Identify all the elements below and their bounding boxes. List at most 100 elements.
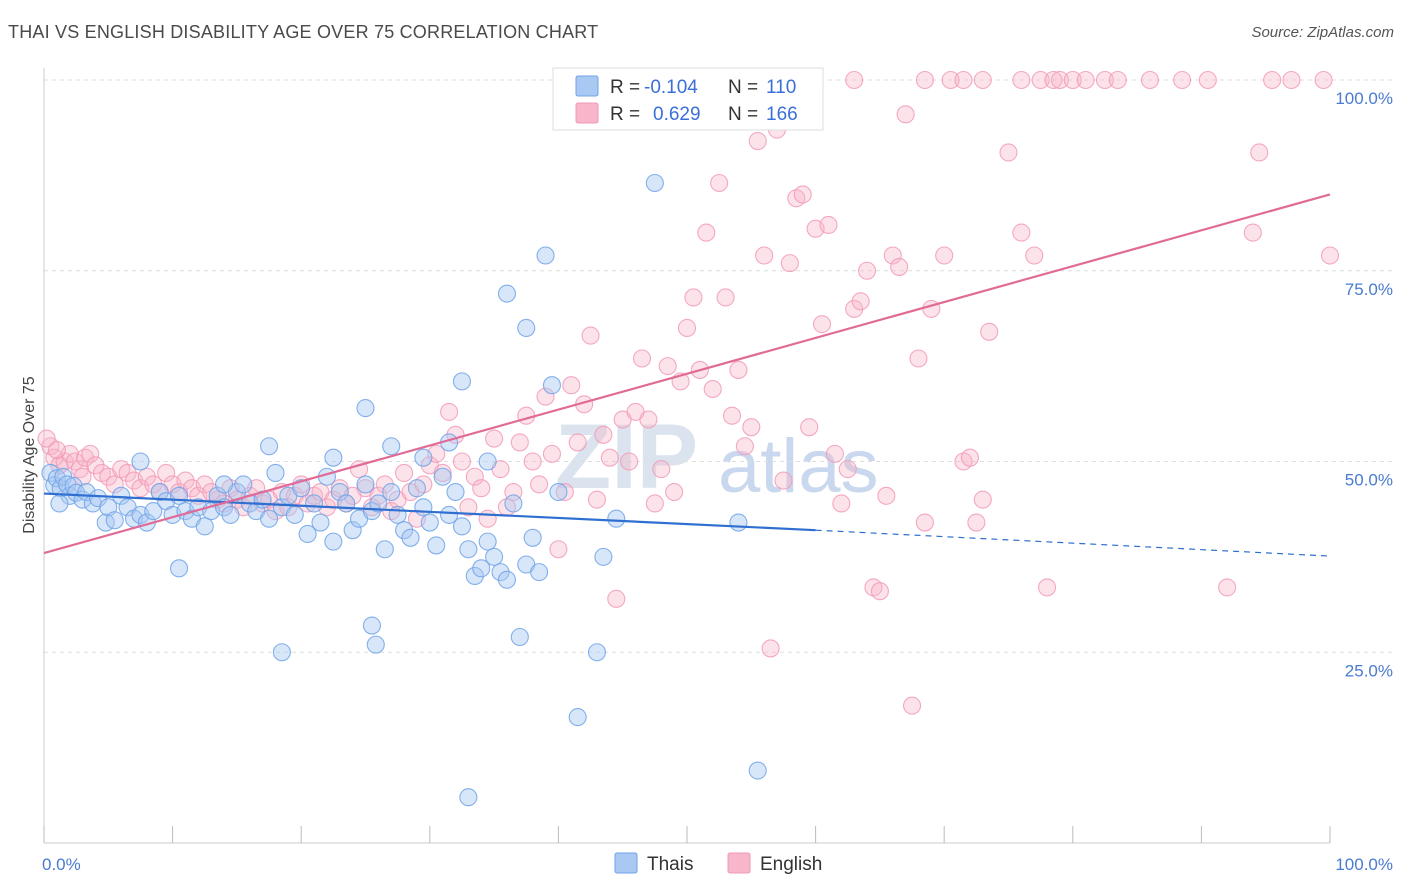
point-thais-80 bbox=[523, 528, 542, 547]
point-english-147 bbox=[1012, 223, 1031, 242]
legend-bottom-english-swatch bbox=[727, 852, 751, 874]
point-thais-67 bbox=[440, 505, 459, 524]
point-english-146 bbox=[999, 143, 1018, 162]
point-english-152 bbox=[941, 70, 960, 90]
chart-source: Source: ZipAtlas.com bbox=[1251, 24, 1394, 41]
point-english-95 bbox=[639, 410, 658, 429]
point-english-14 bbox=[118, 463, 137, 482]
point-english-166 bbox=[1263, 70, 1282, 90]
trend-lines bbox=[43, 193, 1331, 557]
point-thais-49 bbox=[324, 532, 343, 551]
legend-bottom-thais-label: Thais bbox=[647, 854, 693, 875]
correlation-legend: R = -0.104 N = 110 R = 0.629 N = 166 bbox=[552, 67, 824, 131]
point-thais-88 bbox=[324, 448, 343, 467]
grid: 25.0% 50.0% 75.0% 100.0% bbox=[44, 79, 1395, 680]
point-thais-73 bbox=[478, 532, 497, 551]
point-thais-33 bbox=[221, 505, 240, 524]
point-english-18 bbox=[144, 475, 163, 494]
legend-thais-r-value: -0.104 bbox=[644, 77, 698, 98]
point-english-117 bbox=[780, 254, 799, 273]
point-english-112 bbox=[748, 131, 767, 151]
point-thais-62 bbox=[407, 479, 426, 498]
point-thais-22 bbox=[150, 482, 169, 502]
point-thais-104 bbox=[607, 509, 626, 528]
point-english-158 bbox=[1050, 70, 1069, 90]
point-english-77 bbox=[523, 452, 542, 471]
point-english-171 bbox=[1243, 223, 1262, 242]
point-english-107 bbox=[716, 288, 735, 307]
point-thais-98 bbox=[542, 376, 562, 395]
point-english-66 bbox=[452, 452, 472, 471]
x-tick-label-min: 0.0% bbox=[42, 855, 81, 874]
point-thais-47 bbox=[311, 513, 330, 532]
point-english-106 bbox=[710, 173, 729, 193]
point-english-9 bbox=[86, 456, 105, 475]
point-thais-55 bbox=[362, 502, 381, 521]
point-thais-58 bbox=[382, 482, 401, 502]
point-thais-60 bbox=[395, 521, 414, 540]
point-english-136 bbox=[902, 696, 922, 715]
point-thais-102 bbox=[587, 643, 607, 662]
point-english-67 bbox=[459, 498, 478, 517]
point-english-165 bbox=[1198, 70, 1217, 90]
point-english-75 bbox=[510, 433, 529, 452]
point-thais-72 bbox=[472, 559, 491, 578]
point-english-128 bbox=[851, 292, 870, 311]
point-thais-68 bbox=[446, 482, 465, 502]
legend-thais-swatch bbox=[575, 75, 599, 97]
point-thais-54 bbox=[356, 475, 375, 494]
point-english-105 bbox=[703, 379, 722, 399]
series-legend: Thais English bbox=[614, 852, 822, 875]
point-english-145 bbox=[980, 322, 999, 341]
axes bbox=[43, 68, 1331, 844]
legend-bottom-english-label: English bbox=[760, 854, 822, 875]
point-english-143 bbox=[967, 513, 986, 532]
watermark-zip: ZIP bbox=[555, 406, 698, 508]
point-thais-21 bbox=[144, 502, 163, 521]
point-thais-2 bbox=[47, 469, 66, 488]
point-thais-8 bbox=[67, 483, 86, 502]
point-thais-101 bbox=[594, 547, 613, 566]
legend-thais-n-value: 110 bbox=[766, 77, 796, 98]
trend-line-english bbox=[43, 193, 1331, 555]
point-english-42 bbox=[298, 494, 317, 513]
point-thais-74 bbox=[485, 547, 504, 566]
point-english-80 bbox=[542, 444, 562, 463]
point-english-134 bbox=[890, 257, 909, 276]
point-english-140 bbox=[935, 246, 954, 265]
point-thais-85 bbox=[366, 635, 385, 654]
point-thais-29 bbox=[195, 517, 214, 536]
point-english-89 bbox=[600, 448, 619, 467]
point-english-151 bbox=[915, 70, 934, 90]
point-thais-51 bbox=[337, 494, 356, 513]
point-english-167 bbox=[1282, 70, 1301, 90]
point-thais-64 bbox=[420, 513, 439, 532]
point-thais-109 bbox=[50, 494, 69, 513]
point-english-164 bbox=[1173, 70, 1192, 90]
point-english-123 bbox=[819, 215, 838, 235]
point-english-125 bbox=[832, 494, 851, 513]
point-english-169 bbox=[1320, 246, 1340, 265]
point-thais-89 bbox=[356, 399, 375, 418]
point-thais-75 bbox=[491, 563, 510, 582]
point-english-102 bbox=[684, 288, 703, 307]
point-thais-15 bbox=[105, 511, 124, 530]
point-english-131 bbox=[870, 582, 889, 601]
point-english-108 bbox=[722, 406, 742, 425]
point-thais-12 bbox=[88, 489, 108, 508]
point-english-86 bbox=[581, 326, 600, 345]
point-thais-50 bbox=[330, 482, 349, 502]
point-english-64 bbox=[440, 402, 459, 421]
point-english-23 bbox=[176, 471, 195, 490]
point-english-92 bbox=[620, 452, 639, 471]
point-english-149 bbox=[1038, 578, 1057, 597]
point-thais-76 bbox=[497, 570, 517, 589]
point-english-174 bbox=[47, 441, 66, 460]
point-thais-44 bbox=[292, 479, 311, 498]
point-english-71 bbox=[485, 429, 504, 448]
point-english-68 bbox=[465, 467, 484, 486]
point-thais-93 bbox=[452, 372, 472, 391]
point-thais-83 bbox=[272, 643, 291, 662]
point-thais-86 bbox=[214, 475, 234, 494]
point-thais-82 bbox=[169, 559, 189, 578]
